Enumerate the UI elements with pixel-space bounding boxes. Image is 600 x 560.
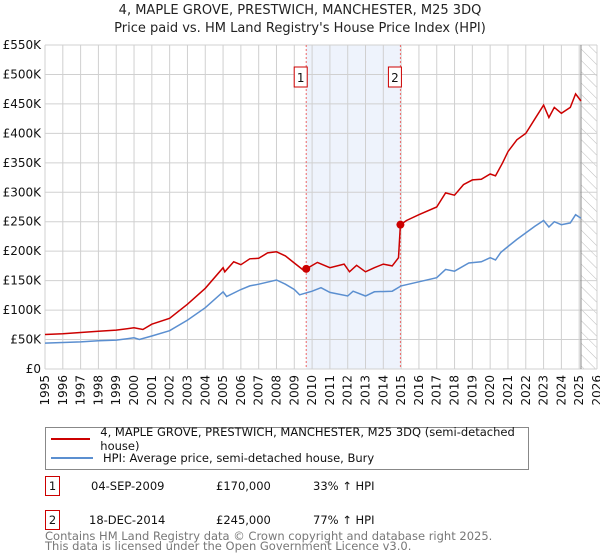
x-tick-label: 2001 — [145, 375, 159, 406]
x-tick-label: 2022 — [519, 375, 533, 406]
x-tick-label: 2016 — [412, 375, 426, 406]
sale-row: 2 18-DEC-2014 £245,000 77% ↑ HPI — [45, 510, 545, 530]
x-tick-label: 2015 — [394, 375, 408, 406]
legend-swatch-red — [51, 438, 91, 440]
y-tick-label: £200K — [3, 244, 43, 258]
x-tick-label: 1999 — [109, 375, 123, 406]
y-tick-label: £450K — [3, 97, 43, 111]
x-tick-label: 2026 — [590, 375, 600, 406]
x-tick-label: 2005 — [216, 375, 230, 406]
x-tick-label: 1995 — [38, 375, 52, 406]
legend-swatch-blue — [51, 457, 93, 459]
y-tick-label: £550K — [3, 38, 43, 52]
legend-label: HPI: Average price, semi-detached house,… — [103, 451, 375, 465]
sale-label: 1 — [297, 71, 305, 85]
sale-hpi-change: 33% ↑ HPI — [313, 479, 375, 493]
sale-label: 2 — [391, 71, 399, 85]
y-tick-label: £100K — [3, 303, 43, 317]
x-tick-label: 2006 — [234, 375, 248, 406]
x-tick-label: 2010 — [305, 375, 319, 406]
x-tick-label: 2017 — [430, 375, 444, 406]
sale-date: 18-DEC-2014 — [89, 513, 166, 527]
x-tick-label: 2000 — [127, 375, 141, 406]
x-tick-label: 2011 — [323, 375, 337, 406]
x-tick-label: 2019 — [465, 375, 479, 406]
x-tick-label: 2014 — [376, 375, 390, 406]
legend-label: 4, MAPLE GROVE, PRESTWICH, MANCHESTER, M… — [100, 425, 515, 453]
sale-label-box — [387, 66, 402, 88]
footer-licence: This data is licensed under the Open Gov… — [45, 539, 412, 553]
y-tick-label: £300K — [3, 185, 43, 199]
x-tick-label: 2002 — [163, 375, 177, 406]
sale-hpi-change: 77% ↑ HPI — [313, 513, 375, 527]
sale-point — [302, 264, 311, 273]
x-tick-label: 2024 — [554, 375, 568, 406]
price-chart: 1995 1996 1997 1998 1999 2000 2001 2002 2003 2004… — [3, 38, 600, 406]
sale-marker-badge: 2 — [45, 510, 60, 530]
sale-row: 1 04-SEP-2009 £170,000 33% ↑ HPI — [45, 476, 545, 496]
chart-title: 4, MAPLE GROVE, PRESTWICH, MANCHESTER, M… — [118, 3, 482, 18]
sale-price: £245,000 — [216, 513, 271, 527]
property-price-line — [44, 92, 582, 336]
y-tick-label: £150K — [3, 274, 43, 288]
x-tick-label: 2020 — [483, 375, 497, 406]
sale-price: £170,000 — [216, 479, 271, 493]
x-tick-label: 2003 — [180, 375, 194, 406]
x-tick-label: 2012 — [341, 375, 355, 406]
sale-point — [396, 220, 405, 229]
x-tick-label: 1997 — [74, 375, 88, 406]
sale-marker-badge: 1 — [45, 476, 60, 496]
x-tick-label: 2009 — [287, 375, 301, 406]
legend: 4, MAPLE GROVE, PRESTWICH, MANCHESTER, M… — [45, 425, 529, 470]
legend-item-property: 4, MAPLE GROVE, PRESTWICH, MANCHESTER, M… — [51, 425, 528, 453]
x-tick-label: 2008 — [269, 375, 283, 406]
x-tick-label: 1996 — [56, 375, 70, 406]
y-tick-label: £350K — [3, 156, 43, 170]
x-tick-label: 2025 — [572, 375, 586, 406]
forecast-hatch — [580, 45, 597, 369]
y-tick-label: £500K — [3, 67, 43, 81]
sale-date: 04-SEP-2009 — [91, 479, 165, 493]
x-tick-label: 2013 — [359, 375, 373, 406]
x-tick-label: 2004 — [198, 375, 212, 406]
x-tick-label: 2007 — [252, 375, 266, 406]
footer-copyright: Contains HM Land Registry data © Crown c… — [45, 529, 493, 543]
y-tick-label: £400K — [3, 126, 43, 140]
y-tick-label: £250K — [3, 215, 43, 229]
x-tick-label: 2018 — [448, 375, 462, 406]
sale-period-shade — [306, 45, 401, 369]
sale-label-box — [293, 66, 308, 88]
x-tick-label: 2023 — [537, 375, 551, 406]
legend-item-hpi: HPI: Average price, semi-detached house,… — [51, 450, 374, 466]
y-tick-label: £0 — [26, 362, 41, 376]
x-tick-label: 2021 — [501, 375, 515, 406]
x-tick-label: 1998 — [91, 375, 105, 406]
chart-subtitle: Price paid vs. HM Land Registry's House … — [114, 21, 486, 36]
hpi-line — [44, 213, 582, 344]
y-tick-label: £50K — [10, 333, 42, 347]
